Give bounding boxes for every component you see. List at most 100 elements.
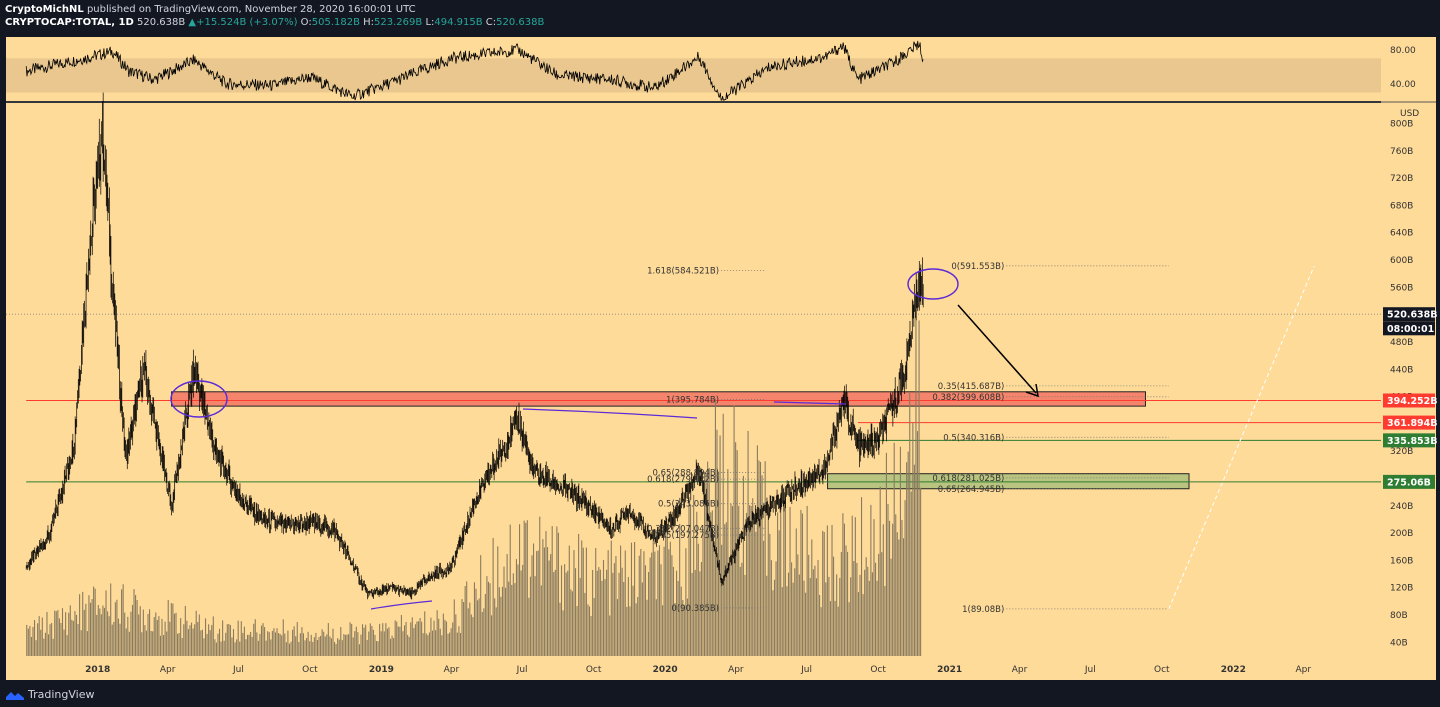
volume-bar <box>728 565 730 656</box>
volume-bar <box>436 610 438 656</box>
volume-bar <box>324 636 326 656</box>
tradingview-logo-icon <box>6 691 24 700</box>
support-zone <box>827 473 1190 490</box>
volume-bar <box>696 511 698 656</box>
volume-bar <box>568 545 570 656</box>
volume-bar <box>808 554 810 656</box>
volume-bar <box>102 605 104 656</box>
fib-upper-label: 0(591.553B) <box>951 262 1004 272</box>
volume-bar <box>89 602 92 656</box>
volume-bar <box>375 641 378 656</box>
volume-bar <box>195 610 197 656</box>
volume-bar <box>489 583 491 656</box>
publish-info: published on TradingView.com, November 2… <box>86 4 416 15</box>
volume-bar <box>49 624 51 656</box>
volume-bar <box>94 588 96 656</box>
volume-bar <box>801 513 804 656</box>
volume-bar <box>506 554 508 656</box>
price-label-badge <box>1383 307 1435 322</box>
volume-bar <box>660 564 662 656</box>
volume-bar <box>876 580 878 656</box>
volume-bar <box>491 615 493 656</box>
volume-bar <box>553 572 555 656</box>
volume-bar <box>248 634 250 656</box>
volume-bar <box>231 637 233 656</box>
volume-bar <box>386 628 388 656</box>
volume-bar <box>273 628 275 656</box>
volume-bar <box>218 628 221 656</box>
volume-bar <box>309 641 311 656</box>
volume-bar <box>909 392 911 656</box>
volume-bar <box>604 579 606 656</box>
volume-bar <box>624 550 626 656</box>
volume-bar <box>606 569 608 656</box>
volume-bar <box>865 557 867 656</box>
rsi-band <box>6 58 1381 93</box>
tradingview-brand[interactable]: TradingView <box>6 688 94 701</box>
volume-bar <box>778 530 780 656</box>
volume-bar <box>77 623 79 656</box>
volume-bar <box>637 597 639 656</box>
volume-bar <box>850 577 852 656</box>
volume-bar <box>61 608 64 656</box>
volume-bar <box>738 505 740 656</box>
volume-bar <box>646 599 648 656</box>
volume-bar <box>777 512 779 656</box>
volume-bar <box>500 596 502 656</box>
volume-bar <box>163 635 165 656</box>
volume-bar <box>873 519 875 656</box>
high-label: H: <box>363 17 375 28</box>
volume-bar <box>421 621 423 656</box>
volume-bar <box>823 531 825 656</box>
volume-bar <box>245 639 247 656</box>
volume-bar <box>651 552 653 656</box>
volume-bar <box>428 632 430 656</box>
volume-bar <box>906 462 908 656</box>
volume-bar <box>629 606 631 656</box>
volume-bar <box>882 524 884 656</box>
volume-bar <box>557 532 559 656</box>
fib-lower-label: 0.382(207.047B) <box>647 524 719 534</box>
volume-bar <box>259 633 261 656</box>
volume-bar <box>225 632 227 656</box>
volume-bar <box>304 640 306 656</box>
volume-bar <box>405 622 407 656</box>
price-label-text: 520.638B <box>1387 310 1438 321</box>
volume-bar <box>402 631 404 656</box>
volume-bar <box>713 542 715 656</box>
volume-bar <box>229 625 231 656</box>
volume-bar <box>685 548 687 656</box>
volume-bar <box>388 627 390 656</box>
volume-bar <box>861 497 863 656</box>
volume-bar <box>139 606 141 656</box>
volume-bar <box>348 634 350 656</box>
volume-bar <box>503 566 505 656</box>
volume-bar <box>537 550 539 656</box>
volume-bar <box>842 513 844 656</box>
volume-bar <box>83 609 85 656</box>
volume-bar <box>438 618 440 656</box>
volume-bar <box>764 461 766 656</box>
time-tick-label: Oct <box>1154 665 1170 675</box>
volume-bar <box>43 638 45 656</box>
volume-bar <box>282 619 284 656</box>
volume-bar <box>680 586 682 656</box>
volume-bar <box>131 604 134 656</box>
volume-bar <box>91 599 93 656</box>
volume-bar <box>37 623 39 656</box>
volume-bar <box>755 531 757 656</box>
volume-bar <box>601 580 603 656</box>
volume-bar <box>467 608 469 656</box>
fib-upper-label: 0.618(281.025B) <box>932 474 1004 484</box>
volume-bar <box>79 594 81 656</box>
volume-bar <box>439 628 441 656</box>
volume-bar <box>296 622 298 656</box>
volume-bar <box>910 491 912 656</box>
volume-bar <box>450 628 452 656</box>
volume-bar <box>145 630 148 656</box>
volume-bar <box>859 574 861 656</box>
volume-bar <box>626 606 628 656</box>
volume-bar <box>635 603 637 656</box>
volume-bar <box>711 510 713 656</box>
